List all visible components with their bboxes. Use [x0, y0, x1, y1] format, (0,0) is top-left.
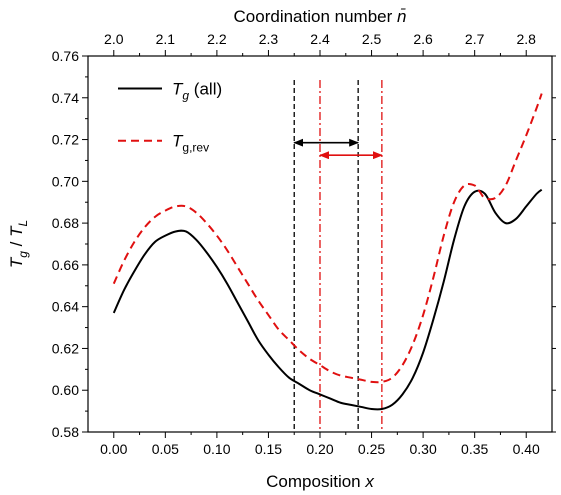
series-lines	[112, 93, 543, 411]
x-tick-label: 0.15	[255, 441, 282, 457]
y-tick-label: 0.62	[52, 340, 79, 356]
annotations	[293, 80, 383, 432]
y-axis: 0.58 0.60 0.62 0.64 0.66 0.68 0.70 0.72 0.74 0.76	[52, 48, 556, 440]
x-tick-label: 0.25	[358, 441, 385, 457]
legend: Tg (all) Tg,rev	[118, 79, 222, 155]
top-axis-title: Coordination number n̄	[234, 7, 407, 26]
top-tick-label: 2.3	[259, 31, 279, 47]
x-tick-label: 0.35	[461, 441, 488, 457]
top-tick-label: 2.5	[362, 31, 382, 47]
top-tick-label: 2.7	[465, 31, 485, 47]
y-tick-label: 0.72	[52, 132, 79, 148]
y-tick-label: 0.74	[52, 90, 79, 106]
legend-label-1: Tg (all)	[172, 79, 222, 102]
x-tick-label: 0.00	[100, 441, 127, 457]
x-tick-label: 0.30	[409, 441, 436, 457]
legend-label-2: Tg,rev	[172, 132, 209, 155]
series-line-1	[112, 188, 543, 411]
top-tick-label: 2.4	[310, 31, 330, 47]
x-axis-title: Composition x	[266, 472, 374, 491]
top-tick-label: 2.8	[516, 31, 536, 47]
x-tick-label: 0.20	[306, 441, 333, 457]
y-tick-label: 0.64	[52, 299, 79, 315]
top-tick-label: 2.6	[413, 31, 433, 47]
y-axis-title: Tg / TL	[7, 220, 30, 268]
top-axis: 2.0 2.1 2.2 2.3 2.4 2.5 2.6 2.7 2.8	[104, 31, 536, 56]
y-tick-label: 0.76	[52, 48, 79, 64]
y-tick-label: 0.68	[52, 215, 79, 231]
x-tick-label: 0.05	[152, 441, 179, 457]
y-tick-label: 0.70	[52, 173, 79, 189]
y-tick-label: 0.60	[52, 382, 79, 398]
top-tick-label: 2.2	[207, 31, 227, 47]
top-tick-label: 2.1	[156, 31, 176, 47]
y-tick-label: 0.66	[52, 257, 79, 273]
top-tick-label: 2.0	[104, 31, 124, 47]
x-tick-label: 0.10	[203, 441, 230, 457]
x-axis: 0.00 0.05 0.10 0.15 0.20 0.25 0.30 0.35 0.40	[100, 432, 540, 457]
y-tick-label: 0.58	[52, 424, 79, 440]
x-tick-label: 0.40	[513, 441, 540, 457]
series-line-2	[112, 93, 543, 384]
